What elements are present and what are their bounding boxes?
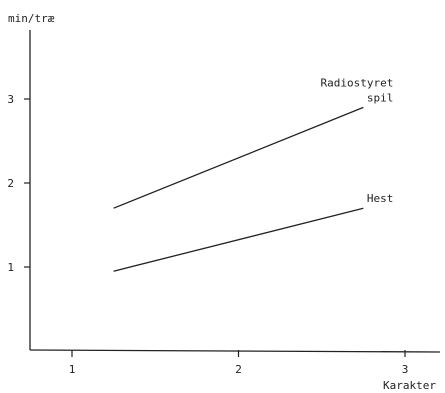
series-label: Radiostyret xyxy=(321,76,394,89)
series-group: Radiostyret spil Hest xyxy=(113,76,394,272)
x-axis xyxy=(29,349,441,353)
x-ticks: 1 2 3 xyxy=(69,350,409,376)
x-tick-label: 3 xyxy=(402,363,409,376)
series-line xyxy=(113,106,364,209)
y-tick-label: 1 xyxy=(7,261,14,274)
y-tick-label: 3 xyxy=(7,93,14,106)
y-axis-label: min/træ xyxy=(8,12,55,25)
y-ticks: 1 2 3 xyxy=(7,93,30,274)
series-label: Hest xyxy=(367,192,394,205)
x-tick-label: 2 xyxy=(235,363,242,376)
x-axis-label: Karakter xyxy=(383,379,436,392)
x-tick-label: 1 xyxy=(69,363,76,376)
series-line xyxy=(113,207,364,272)
series-label: spil xyxy=(367,91,394,104)
y-tick-label: 2 xyxy=(7,177,14,190)
